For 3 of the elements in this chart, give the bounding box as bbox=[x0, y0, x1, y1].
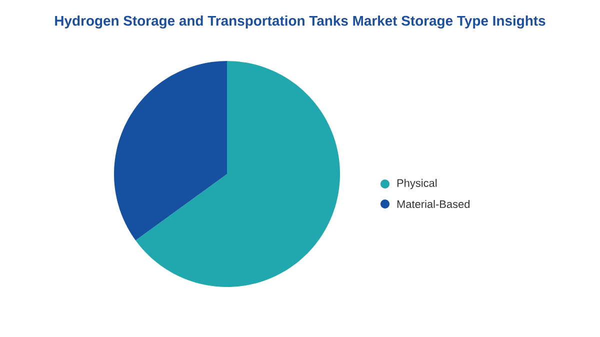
legend-label: Material-Based bbox=[397, 200, 470, 208]
chart-title: Hydrogen Storage and Transportation Tanks Market Storage Type Insights bbox=[55, 15, 546, 29]
legend-label: Physical bbox=[397, 178, 437, 190]
